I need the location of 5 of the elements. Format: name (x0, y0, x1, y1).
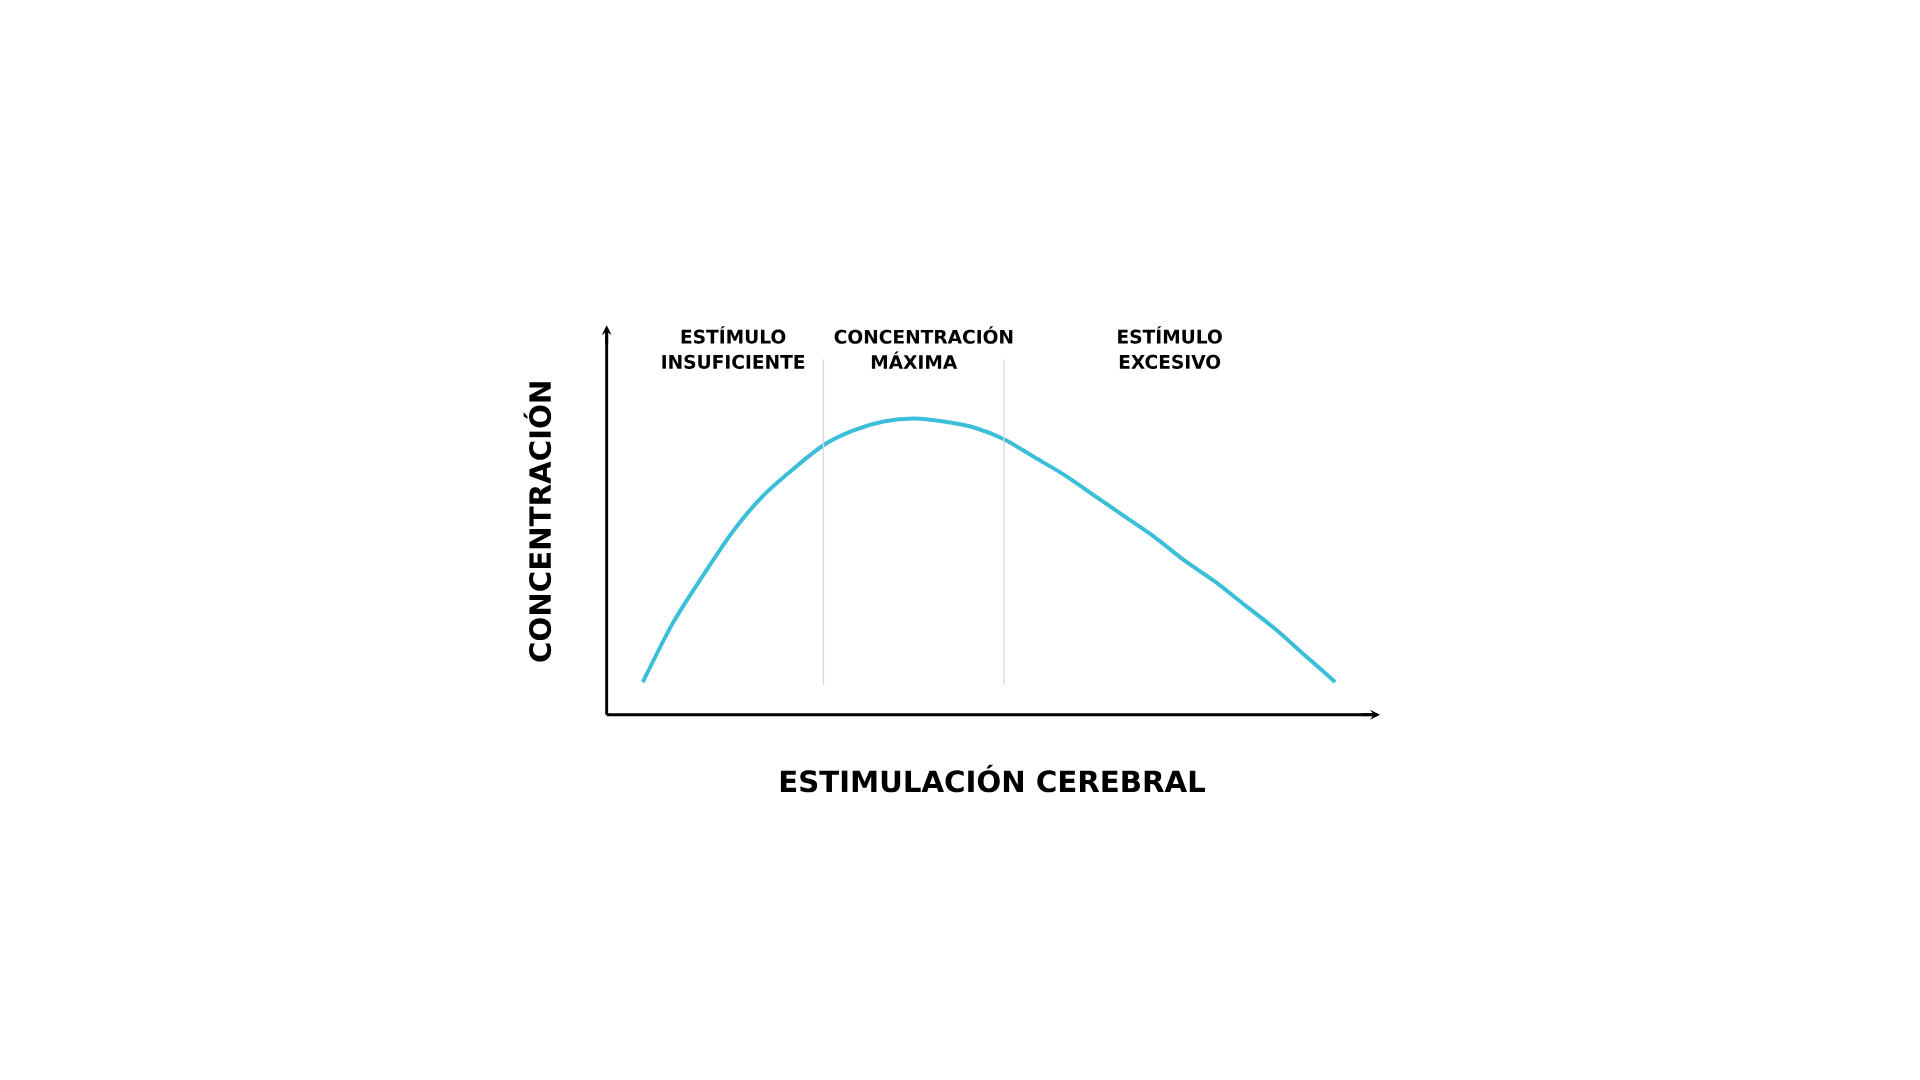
y-axis-title: CONCENTRACIÓN (523, 382, 552, 662)
text: ESTÍMULO EXCESIVO (1118, 326, 1222, 369)
text: ESTÍMULO INSUFICIENTE (662, 326, 805, 369)
x-axis-title: ESTIMULACIÓN CEREBRAL (780, 764, 1205, 793)
text: CONCENTRACIÓN MÁXIMA (834, 326, 1013, 369)
